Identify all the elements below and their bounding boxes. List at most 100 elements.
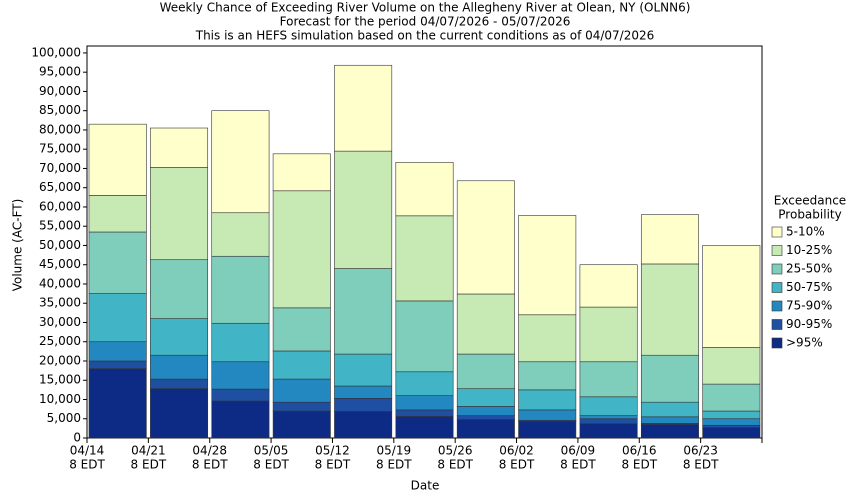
y-tick-label: 35,000 bbox=[39, 296, 81, 310]
bar-segment bbox=[150, 318, 209, 356]
bar-segment bbox=[456, 353, 515, 390]
bar-segment bbox=[702, 347, 761, 385]
x-tick-label: 8 EDT bbox=[621, 458, 657, 472]
bar-segment bbox=[518, 361, 577, 391]
x-tick-label: 8 EDT bbox=[499, 458, 535, 472]
x-tick-label: 06/16 bbox=[622, 444, 657, 458]
bar-segment bbox=[334, 385, 393, 399]
x-tick-label: 8 EDT bbox=[192, 458, 228, 472]
bar-segment bbox=[702, 410, 761, 420]
bar-segment bbox=[272, 378, 331, 403]
bar-segment bbox=[579, 306, 638, 363]
bar-segment bbox=[150, 259, 209, 319]
bar-segment bbox=[456, 419, 515, 439]
bar-segment bbox=[702, 245, 761, 348]
bar-segment bbox=[579, 264, 638, 308]
x-axis-label: Date bbox=[411, 479, 440, 493]
x-tick-label: 05/26 bbox=[438, 444, 473, 458]
bar-segment bbox=[211, 361, 270, 390]
bar-segment bbox=[395, 161, 454, 217]
bar-segment bbox=[518, 215, 577, 316]
legend-swatch bbox=[771, 263, 783, 275]
bar-segment bbox=[88, 195, 147, 233]
x-tick-label: 05/19 bbox=[377, 444, 412, 458]
bar-segment bbox=[88, 231, 147, 294]
bar-segment bbox=[395, 409, 454, 417]
y-tick-label: 100,000 bbox=[31, 45, 81, 59]
bar-segment bbox=[518, 421, 577, 439]
legend-label: 25-50% bbox=[786, 262, 832, 276]
bar-segment bbox=[395, 215, 454, 302]
bar-segment bbox=[334, 150, 393, 269]
legend-swatch bbox=[771, 319, 783, 330]
bar-segment bbox=[211, 255, 270, 324]
x-tick-label: 8 EDT bbox=[69, 458, 105, 472]
x-tick-label: 8 EDT bbox=[560, 458, 596, 472]
y-tick-label: 25,000 bbox=[39, 334, 81, 348]
bar-segment bbox=[518, 389, 577, 411]
legend-swatch bbox=[771, 245, 783, 256]
x-tick-label: 8 EDT bbox=[131, 458, 167, 472]
bar-segment bbox=[456, 180, 515, 295]
legend-swatch bbox=[771, 226, 783, 238]
legend-label: 75-90% bbox=[786, 299, 832, 313]
bar-segment bbox=[88, 293, 147, 343]
bar-segment bbox=[272, 190, 331, 309]
bar-segment bbox=[88, 360, 147, 369]
bar-segment bbox=[272, 410, 331, 439]
bar-segment bbox=[579, 415, 638, 420]
y-tick-label: 65,000 bbox=[39, 180, 81, 194]
bar-segment bbox=[395, 300, 454, 373]
x-tick-label: 8 EDT bbox=[437, 458, 473, 472]
y-tick-label: 50,000 bbox=[39, 238, 81, 252]
bar-segment bbox=[456, 406, 515, 416]
bar-segment bbox=[150, 127, 209, 168]
y-tick-label: 70,000 bbox=[39, 161, 81, 175]
legend-label: 90-95% bbox=[786, 317, 832, 331]
x-tick-label: 05/05 bbox=[254, 444, 289, 458]
bar-segment bbox=[579, 396, 638, 416]
legend-swatch bbox=[771, 337, 783, 349]
bar-segment bbox=[334, 353, 393, 387]
x-tick-label: 8 EDT bbox=[683, 458, 719, 472]
y-tick-label: 0 bbox=[73, 431, 81, 445]
legend-label: 10-25% bbox=[786, 243, 832, 257]
x-tick-label: 04/14 bbox=[70, 444, 105, 458]
chart-title: Weekly Chance of Exceeding River Volume … bbox=[160, 1, 691, 15]
bar-segment bbox=[518, 314, 577, 363]
legend-label: 50-75% bbox=[786, 280, 832, 294]
y-tick-label: 90,000 bbox=[39, 84, 81, 98]
legend-label: >95% bbox=[786, 336, 823, 350]
bar-segment bbox=[395, 371, 454, 396]
bar-segment bbox=[334, 64, 393, 152]
y-tick-label: 55,000 bbox=[39, 219, 81, 233]
x-tick-label: 06/09 bbox=[561, 444, 596, 458]
bar-segment bbox=[456, 293, 515, 355]
bar-segment bbox=[579, 423, 638, 439]
y-tick-label: 30,000 bbox=[39, 315, 81, 329]
bar-segment bbox=[395, 395, 454, 411]
bar-segment bbox=[702, 427, 761, 439]
bar-segment bbox=[456, 388, 515, 407]
bar-segment bbox=[334, 398, 393, 412]
bar-segment bbox=[640, 401, 699, 418]
bar-segment bbox=[150, 354, 209, 380]
bar-segment bbox=[211, 212, 270, 257]
bar-segment bbox=[518, 409, 577, 421]
bar-segment bbox=[579, 418, 638, 425]
bar-segment bbox=[150, 166, 209, 261]
x-tick-label: 05/12 bbox=[315, 444, 350, 458]
bar-segment bbox=[640, 354, 699, 403]
y-axis-label: Volume (AC-FT) bbox=[11, 199, 25, 292]
legend-title: Exceedance bbox=[774, 194, 846, 208]
bar-segment bbox=[640, 263, 699, 356]
x-tick-label: 04/28 bbox=[192, 444, 227, 458]
bar-segment bbox=[88, 368, 147, 439]
bar-segment bbox=[150, 378, 209, 390]
y-tick-label: 75,000 bbox=[39, 142, 81, 156]
bar-segment bbox=[272, 350, 331, 380]
chart-note: This is an HEFS simulation based on the … bbox=[195, 29, 655, 43]
y-tick-label: 85,000 bbox=[39, 103, 81, 117]
bar-segment bbox=[272, 153, 331, 192]
